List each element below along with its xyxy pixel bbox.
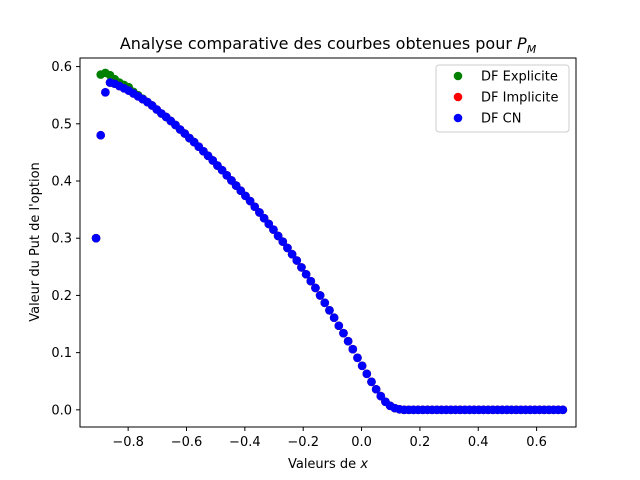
- data-point: [287, 249, 297, 259]
- data-point: [245, 196, 255, 206]
- data-point: [362, 369, 372, 379]
- legend-marker: [453, 113, 463, 123]
- data-point: [273, 231, 283, 241]
- y-tick-label: 0.0: [51, 403, 72, 418]
- data-point: [367, 377, 376, 387]
- data-point: [348, 344, 358, 354]
- legend: DF Explicite DF Implicite DF CN: [435, 64, 570, 133]
- x-tick-label: 0.2: [410, 435, 431, 450]
- data-point: [353, 353, 362, 363]
- data-point: [264, 219, 274, 229]
- data-point: [96, 130, 106, 140]
- data-point: [371, 384, 381, 394]
- y-tick-label: 0.1: [51, 346, 72, 361]
- data-point: [325, 305, 334, 315]
- x-tick-label: −0.6: [171, 435, 203, 450]
- data-point: [329, 313, 339, 323]
- data-point: [283, 243, 292, 253]
- legend-label: DF Explicite: [481, 70, 558, 85]
- legend-frame: [435, 64, 570, 133]
- data-point: [343, 336, 353, 346]
- data-point: [250, 202, 260, 212]
- data-point: [255, 208, 264, 217]
- data-point: [311, 283, 320, 293]
- data-point: [278, 237, 288, 246]
- y-tick-label: 0.4: [51, 175, 72, 190]
- x-tick-label: 0.4: [468, 435, 489, 450]
- data-point: [259, 213, 269, 223]
- data-point: [320, 298, 330, 308]
- y-tick-label: 0.3: [51, 232, 72, 247]
- legend-label: DF Implicite: [481, 91, 558, 106]
- x-tick-label: 0.0: [351, 435, 372, 450]
- y-tick-label: 0.2: [51, 289, 72, 304]
- data-point: [269, 225, 278, 234]
- plot-frame: [79, 57, 577, 428]
- plot-area: [91, 68, 568, 415]
- y-tick-label: 0.6: [51, 60, 72, 75]
- x-tick-label: 0.6: [526, 435, 547, 450]
- data-point: [376, 391, 386, 401]
- series-2: [91, 78, 568, 415]
- y-axis-label: Valeur du Put de l'option: [28, 162, 43, 322]
- chart-title: Analyse comparative des courbes obtenues…: [120, 34, 537, 56]
- y-axis: 0.0 0.1 0.2 0.3 0.4 0.5 0.6: [51, 60, 80, 418]
- legend-marker: [453, 92, 463, 102]
- data-point: [315, 291, 325, 300]
- data-point: [334, 321, 344, 331]
- data-point: [101, 88, 110, 97]
- data-point: [91, 233, 101, 243]
- data-point: [306, 276, 316, 286]
- data-point: [339, 328, 348, 338]
- x-tick-label: −0.8: [112, 435, 144, 450]
- x-axis: −0.8 −0.6 −0.4 −0.2 0.0 0.2 0.4 0.6: [112, 427, 547, 450]
- x-axis-label: Valeurs de x: [288, 457, 368, 472]
- data-point: [558, 405, 568, 415]
- x-tick-label: −0.2: [287, 435, 319, 450]
- data-point: [292, 256, 302, 265]
- x-tick-label: −0.4: [229, 435, 261, 450]
- data-point: [301, 269, 311, 279]
- data-point: [297, 263, 306, 272]
- data-point: [357, 361, 367, 371]
- legend-marker: [453, 71, 463, 81]
- y-tick-label: 0.5: [51, 117, 72, 132]
- legend-label: DF CN: [481, 112, 521, 127]
